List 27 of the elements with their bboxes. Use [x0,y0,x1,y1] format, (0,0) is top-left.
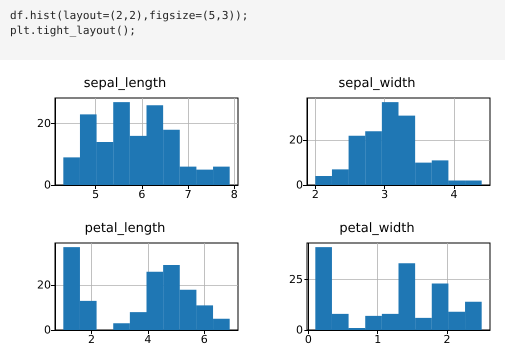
chart-title: petal_length [84,221,166,236]
y-tick-label: 0 [296,324,303,336]
y-tick-label: 0 [44,178,51,192]
y-tick-label: 20 [289,134,303,147]
x-tick-label: 2 [312,188,319,201]
x-tick-label: 3 [381,188,388,201]
x-tick-label: 0 [304,333,312,346]
y-tick-label: 20 [37,278,51,292]
x-tick-label: 2 [88,333,96,346]
x-tick-label: 2 [444,333,451,346]
y-tick-label: 20 [37,117,51,130]
chart-title: sepal_length [84,76,166,91]
x-tick-label: 4 [144,333,152,346]
chart-title: sepal_width [338,76,416,91]
chart-title: petal_width [339,221,415,236]
y-tick-label: 25 [289,272,303,286]
y-tick-label: 0 [44,324,51,336]
x-tick-label: 8 [230,188,238,201]
text: df.hist(layout=(2,2),figsize=(5,3)); [10,8,250,23]
x-tick-label: 5 [92,188,100,201]
x-tick-label: 4 [450,188,458,201]
text: plt.tight_layout(); [10,23,137,38]
y-tick-label: 0 [296,178,303,192]
x-tick-label: 1 [374,333,382,346]
x-tick-label: 6 [138,188,146,201]
x-tick-label: 7 [184,188,192,201]
x-tick-label: 6 [200,333,208,346]
